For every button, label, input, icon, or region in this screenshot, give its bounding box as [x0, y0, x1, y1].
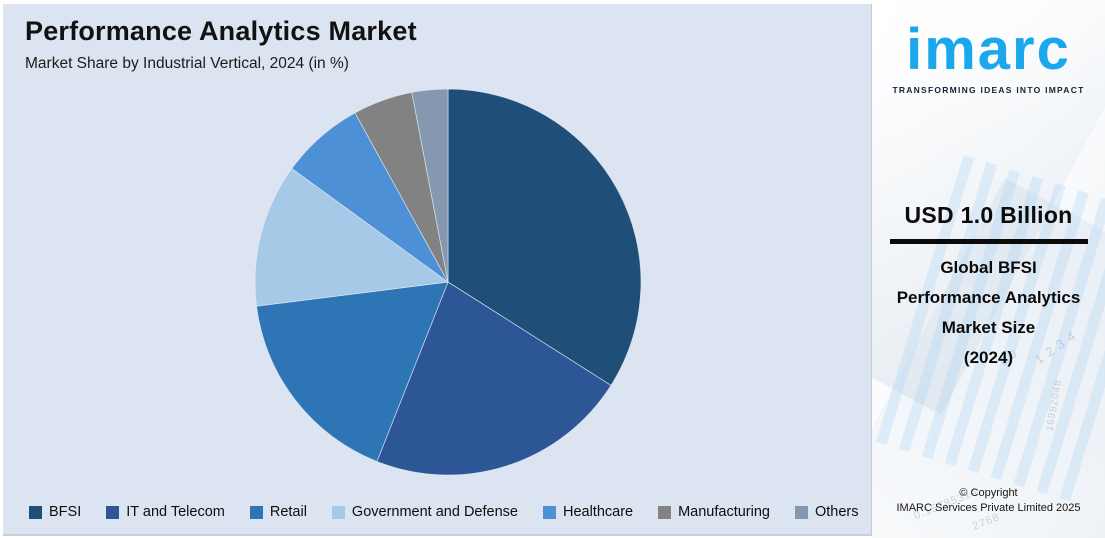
legend-item: Others	[794, 504, 859, 520]
copyright-line: IMARC Services Private Limited 2025	[896, 502, 1081, 514]
legend-swatch-icon	[29, 505, 42, 519]
divider	[889, 239, 1088, 244]
pie-slice-retail	[256, 281, 449, 462]
legend-label: Healthcare	[562, 504, 634, 520]
legend-swatch-icon	[542, 505, 556, 519]
legend-label: Manufacturing	[678, 504, 770, 520]
legend-label: IT and Telecom	[126, 504, 225, 520]
chart-subtitle: Market Share by Industrial Vertical, 202…	[25, 55, 349, 72]
legend-label: Others	[814, 504, 859, 520]
chart-panel: Performance Analytics Market Market Shar…	[3, 4, 872, 536]
legend-swatch-icon	[249, 505, 263, 519]
legend-item: Retail	[249, 504, 307, 520]
copyright: © Copyright IMARC Services Private Limit…	[872, 486, 1105, 516]
pie-slice-it-and-telecom	[376, 281, 612, 476]
watermark-text: 16982048	[1044, 378, 1065, 433]
legend-item: IT and Telecom	[106, 504, 225, 520]
brand-panel: 0.0 1 2 3 4 0.15785314 2768 16982048 ima…	[872, 0, 1105, 538]
pie-slice-government-and-defense	[254, 168, 449, 307]
market-size-callout: USD 1.0 Billion Global BFSI Performance A…	[882, 202, 1095, 373]
imarc-logo-wordmark: imarc	[906, 17, 1071, 82]
imarc-logo-tagline: TRANSFORMING IDEAS INTO IMPACT	[892, 84, 1085, 95]
title-block: Performance Analytics Market Market Shar…	[25, 16, 417, 73]
market-size-label-line: Market Size	[941, 318, 1036, 337]
legend-swatch-icon	[794, 505, 808, 519]
market-size-label-line: (2024)	[963, 348, 1014, 367]
legend-swatch-icon	[106, 505, 120, 519]
copyright-line: © Copyright	[959, 487, 1018, 499]
legend-swatch-icon	[331, 505, 345, 519]
legend-swatch-icon	[658, 505, 672, 519]
pie-slice-bfsi	[447, 88, 642, 386]
market-size-value: USD 1.0 Billion	[904, 202, 1073, 228]
chart-title: Performance Analytics Market	[25, 16, 417, 46]
pie-chart	[254, 88, 642, 476]
legend-item: BFSI	[29, 504, 81, 520]
legend-item: Government and Defense	[331, 504, 518, 520]
pie-slice-others	[411, 88, 449, 283]
chart-legend: BFSI IT and Telecom Retail Government and D…	[29, 504, 867, 520]
imarc-logo: imarc TRANSFORMING IDEAS INTO IMPACT	[872, 17, 1105, 95]
market-size-label-line: Performance Analytics	[896, 288, 1081, 307]
legend-label: BFSI	[49, 504, 82, 520]
legend-label: Retail	[269, 504, 307, 520]
legend-item: Healthcare	[542, 504, 634, 520]
market-size-label: Global BFSI Performance Analytics Market S…	[882, 253, 1095, 373]
legend-label: Government and Defense	[351, 504, 518, 520]
legend-item: Manufacturing	[658, 504, 770, 520]
market-size-label-line: Global BFSI	[940, 258, 1037, 277]
